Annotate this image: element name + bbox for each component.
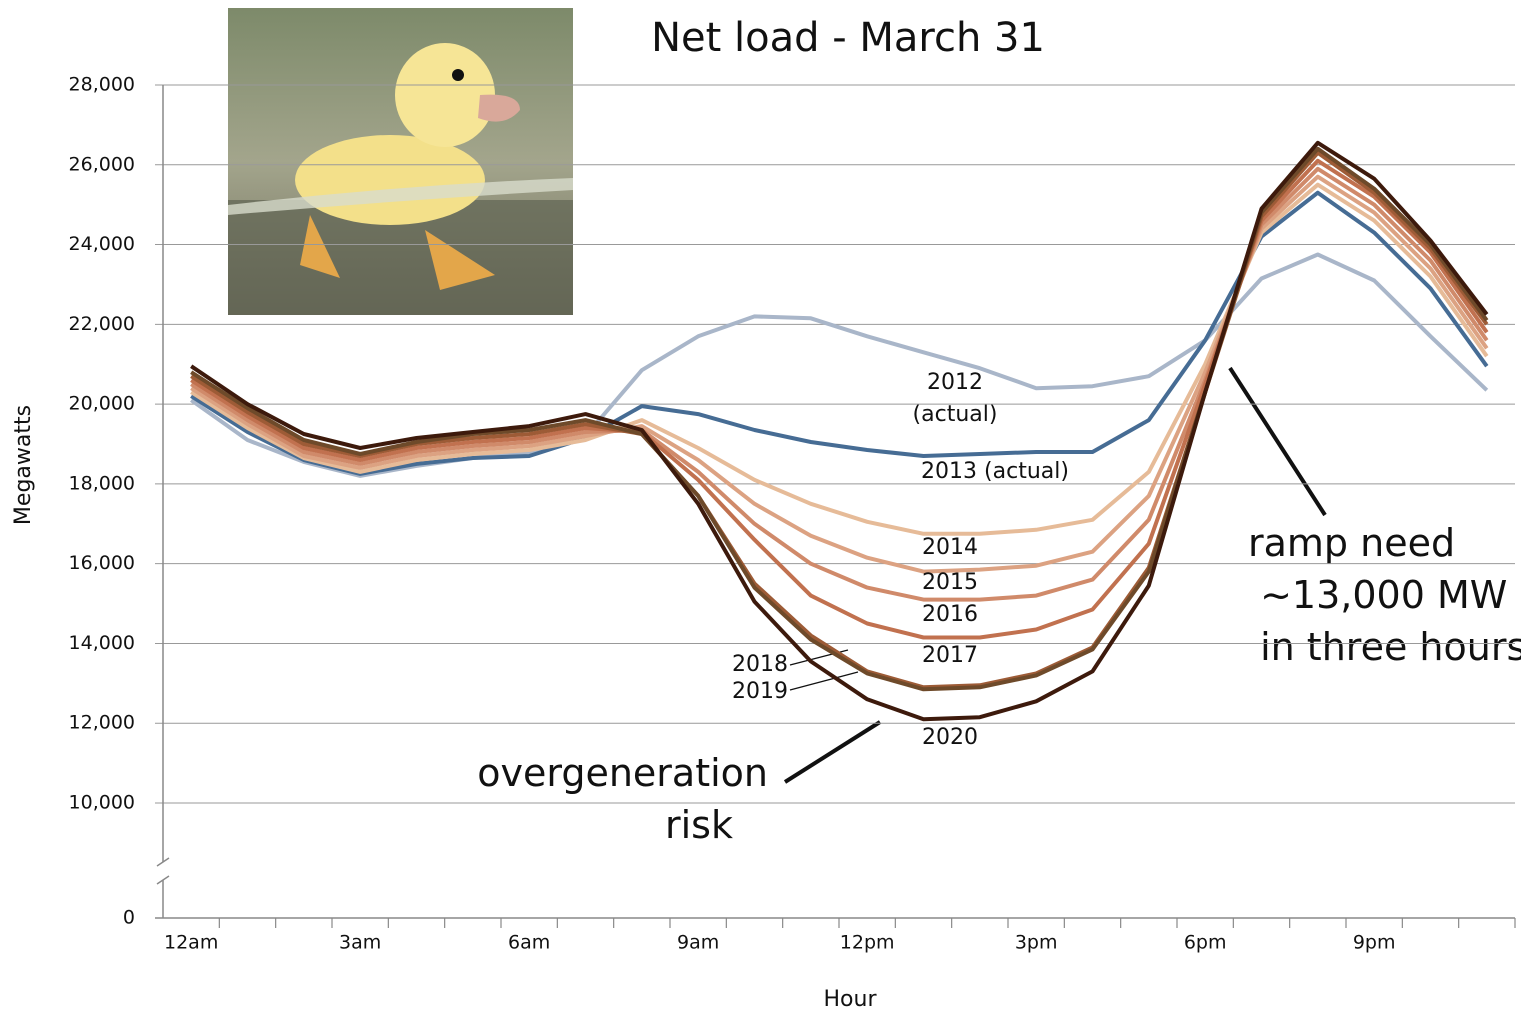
series-line (190, 146, 1489, 692)
series-label: 2016 (922, 602, 978, 627)
y-tick-label: 0 (123, 907, 135, 929)
series-label: 2019 (732, 679, 788, 704)
annotation: ramp need ~13,000 MW in three hours (1248, 521, 1521, 669)
y-tick-label: 28,000 (69, 74, 135, 96)
x-tick-label: 12am (164, 932, 218, 954)
duck-photo (228, 8, 573, 315)
y-tick-label: 26,000 (69, 153, 135, 175)
series-label: 2013 (actual) (921, 459, 1069, 484)
x-tick-label: 3pm (1015, 932, 1058, 954)
series-line (190, 158, 1489, 640)
series-label: 2012 (927, 370, 983, 395)
series-label: 2018 (732, 652, 788, 677)
series-line (190, 182, 1489, 536)
y-tick-label: 12,000 (69, 712, 135, 734)
annotation-arrow (783, 720, 882, 784)
axis-break (156, 875, 170, 885)
y-axis-label: Megawatts (11, 405, 36, 525)
x-tick-label: 6pm (1184, 932, 1227, 954)
series-label: 2014 (922, 535, 978, 560)
x-tick-label: 9pm (1353, 932, 1396, 954)
annotation: (actual) (913, 402, 998, 427)
y-tick-label: 20,000 (69, 393, 135, 415)
series-label: 2015 (922, 570, 978, 595)
annotation-arrow (1228, 366, 1327, 517)
series-label: 2020 (922, 725, 978, 750)
annotation: overgeneration risk (477, 751, 768, 847)
y-tick-label: 24,000 (69, 233, 135, 255)
y-tick-label: 22,000 (69, 313, 135, 335)
series-line (190, 140, 1489, 722)
series-line (190, 166, 1489, 602)
y-tick-label: 16,000 (69, 552, 135, 574)
y-tick-label: 14,000 (69, 632, 135, 654)
x-tick-label: 12pm (840, 932, 895, 954)
y-tick-label: 10,000 (69, 792, 135, 814)
axis-break (156, 857, 170, 867)
leader-line (789, 671, 859, 691)
x-tick-label: 3am (339, 932, 381, 954)
chart-title: Net load - March 31 (651, 15, 1045, 61)
x-tick-label: 9am (677, 932, 719, 954)
series-label: 2017 (922, 643, 978, 668)
series-line (190, 174, 1489, 574)
x-axis-label: Hour (824, 987, 878, 1012)
x-tick-label: 6am (508, 932, 550, 954)
y-tick-label: 18,000 (69, 472, 135, 494)
series-line (190, 190, 1489, 476)
